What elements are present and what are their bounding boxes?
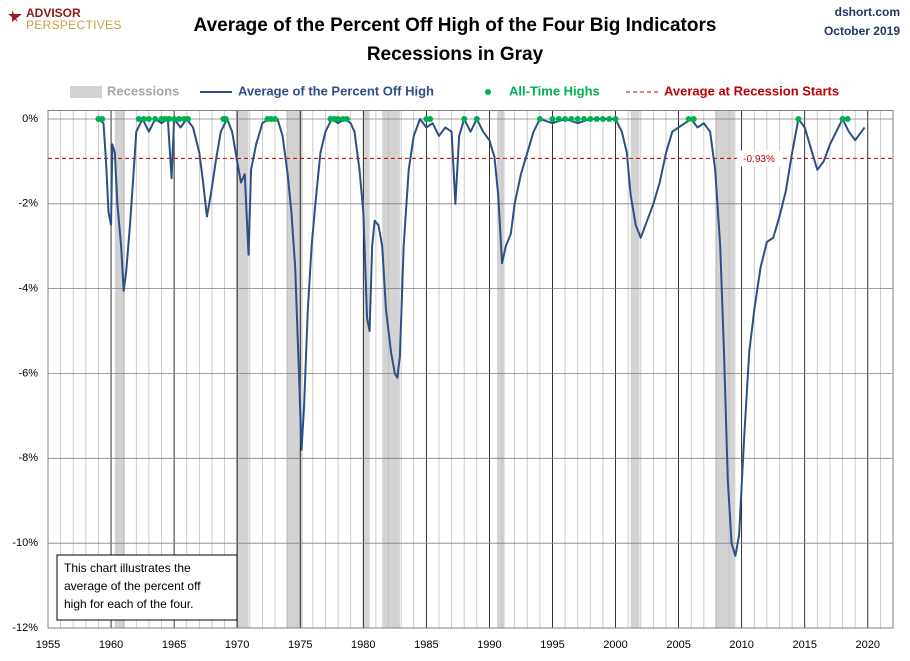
legend-swatch xyxy=(485,89,491,95)
all-time-high-dot xyxy=(184,115,191,122)
average-label-box xyxy=(737,150,781,167)
all-time-high-dot xyxy=(171,115,178,122)
y-tick-label: -12% xyxy=(12,622,38,634)
all-time-high-dot xyxy=(272,115,279,122)
data-line xyxy=(97,117,866,557)
annotation-text: This chart illustrates the xyxy=(64,561,191,575)
y-tick-label: -2% xyxy=(18,198,38,210)
all-time-high-dot xyxy=(176,115,183,122)
all-time-high-dot xyxy=(562,115,569,122)
x-tick-label: 2000 xyxy=(603,639,627,651)
x-tick-label: 2015 xyxy=(792,639,816,651)
annotation-box xyxy=(56,554,238,621)
y-tick-label: -4% xyxy=(18,283,38,295)
all-time-high-dot xyxy=(427,115,434,122)
x-tick-label: 1975 xyxy=(288,639,312,651)
all-time-high-dot xyxy=(574,115,581,122)
all-time-high-dot xyxy=(343,115,350,122)
x-tick-label: 1955 xyxy=(36,639,60,651)
all-time-high-dot xyxy=(555,115,562,122)
all-time-high-dot xyxy=(473,115,480,122)
annotation-text: average of the percent off xyxy=(64,579,201,593)
all-time-high-dot xyxy=(549,115,556,122)
x-tick-label: 1965 xyxy=(162,639,186,651)
all-time-high-dot xyxy=(152,115,159,122)
all-time-high-dot xyxy=(536,115,543,122)
all-time-high-dot xyxy=(599,115,606,122)
x-tick-label: 2010 xyxy=(729,639,753,651)
x-tick-label: 1985 xyxy=(414,639,438,651)
all-time-high-dot xyxy=(844,115,851,122)
all-time-high-dot xyxy=(222,115,229,122)
x-tick-label: 1960 xyxy=(99,639,123,651)
y-tick-label: -10% xyxy=(12,537,38,549)
all-time-high-dot xyxy=(839,115,846,122)
all-time-high-dot xyxy=(135,115,142,122)
all-time-high-dot xyxy=(581,115,588,122)
y-tick-label: -6% xyxy=(18,367,38,379)
plot-border xyxy=(47,110,894,629)
annotation-text: high for each of the four. xyxy=(64,597,193,611)
recession-band xyxy=(114,110,125,628)
all-time-high-dot xyxy=(587,115,594,122)
all-time-high-dot xyxy=(612,115,619,122)
all-time-high-dot xyxy=(461,115,468,122)
source: dshort.com xyxy=(835,5,900,19)
all-time-high-dot xyxy=(140,115,147,122)
x-tick-label: 2005 xyxy=(666,639,690,651)
average-label: -0.93% xyxy=(743,154,775,165)
x-tick-label: 2020 xyxy=(856,639,880,651)
all-time-high-dot xyxy=(99,115,106,122)
recession-band xyxy=(496,110,505,628)
legend-swatch xyxy=(70,86,102,98)
all-time-high-dot xyxy=(795,115,802,122)
legend-label: Average of the Percent Off High xyxy=(238,83,434,98)
date: October 2019 xyxy=(824,24,900,38)
legend-label: All-Time Highs xyxy=(509,83,600,98)
y-tick-label: 0% xyxy=(22,113,38,125)
all-time-high-dot xyxy=(685,115,692,122)
x-tick-label: 1995 xyxy=(540,639,564,651)
logo: ADVISOR PERSPECTIVES xyxy=(8,6,122,32)
logo-text: ADVISOR xyxy=(26,6,81,20)
logo-icon xyxy=(8,10,22,22)
recession-band xyxy=(286,110,303,628)
recession-band xyxy=(630,110,640,628)
recession-band xyxy=(235,110,249,628)
all-time-high-dot xyxy=(145,115,152,122)
legend-label: Average at Recession Starts xyxy=(664,83,839,98)
chart-subtitle: Recessions in Gray xyxy=(367,44,544,65)
x-tick-label: 1970 xyxy=(225,639,249,651)
recession-band xyxy=(363,110,370,628)
y-tick-label: -8% xyxy=(18,452,38,464)
all-time-high-dot xyxy=(593,115,600,122)
all-time-high-dot xyxy=(690,115,697,122)
chart-title: Average of the Percent Off High of the F… xyxy=(194,15,717,36)
all-time-high-dot xyxy=(568,115,575,122)
all-time-high-dot xyxy=(606,115,613,122)
x-tick-label: 1980 xyxy=(351,639,375,651)
x-tick-label: 1990 xyxy=(477,639,501,651)
all-time-high-dot xyxy=(335,115,342,122)
legend-label: Recessions xyxy=(107,83,179,98)
all-time-high-dot xyxy=(166,115,173,122)
logo-text: PERSPECTIVES xyxy=(26,18,122,32)
recession-band xyxy=(382,110,400,628)
